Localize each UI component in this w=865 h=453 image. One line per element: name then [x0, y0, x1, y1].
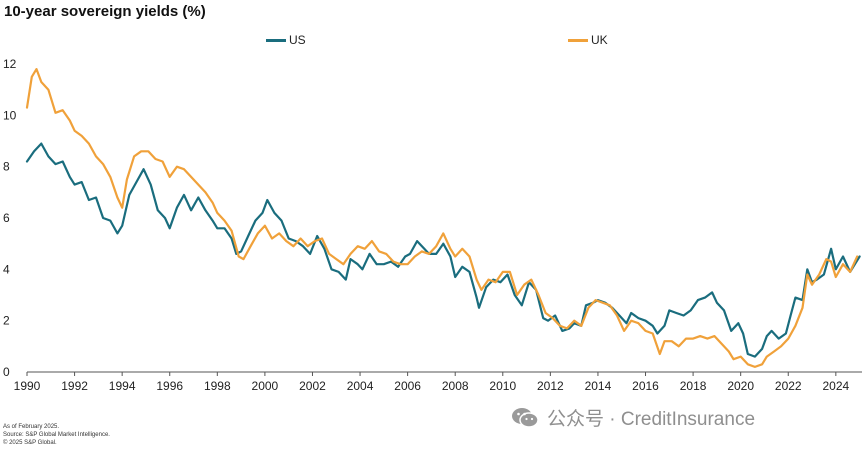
x-tick-label: 2000 [252, 379, 279, 393]
y-tick-label: 4 [3, 262, 10, 276]
x-tick-label: 2016 [632, 379, 659, 393]
legend-label-uk: UK [591, 33, 608, 47]
series-line-uk [25, 68, 859, 368]
x-tick-label: 2012 [537, 379, 564, 393]
chart-axes: 1990 1992 1994 1996 1998 2000 2002 2004 2006 2008… [3, 57, 862, 393]
footnote-copyright: © 2025 S&P Global. [3, 440, 57, 446]
y-tick-label: 12 [3, 57, 17, 71]
x-tick-label: 2006 [394, 379, 421, 393]
legend-item-us: US [266, 33, 306, 47]
chart-title: 10-year sovereign yields (%) [4, 3, 206, 20]
x-tick-label: 2002 [299, 379, 326, 393]
y-tick-label: 10 [3, 108, 17, 122]
series-line-us [25, 142, 861, 358]
x-tick-label: 2024 [822, 379, 849, 393]
y-tick-label: 0 [3, 365, 10, 379]
x-tick-label: 1998 [204, 379, 231, 393]
legend-item-uk: UK [568, 33, 608, 47]
x-tick-label: 2008 [442, 379, 469, 393]
legend-label-us: US [289, 33, 306, 47]
watermark-text: 公众号 · CreditInsurance [547, 409, 756, 430]
x-tick-label: 2014 [585, 379, 612, 393]
footnote-date: As of February 2025. [3, 424, 60, 430]
x-tick-label: 2010 [489, 379, 516, 393]
x-tick-label: 2004 [347, 379, 374, 393]
chart-series [25, 68, 861, 368]
x-tick-label: 1990 [14, 379, 41, 393]
legend-swatch-uk [568, 38, 588, 42]
x-tick-label: 1992 [61, 379, 88, 393]
wechat-icon [512, 407, 539, 428]
x-tick-label: 2018 [680, 379, 707, 393]
y-tick-label: 8 [3, 160, 10, 174]
x-tick-label: 1994 [109, 379, 136, 393]
x-tick-label: 2022 [775, 379, 802, 393]
legend-swatch-us [266, 38, 286, 42]
x-tick-label: 2020 [727, 379, 754, 393]
footnote-source: Source: S&P Global Market Intelligence. [3, 432, 110, 438]
x-tick-label: 1996 [156, 379, 183, 393]
y-tick-label: 6 [3, 211, 10, 225]
y-tick-label: 2 [3, 314, 10, 328]
watermark: 公众号 · CreditInsurance [511, 404, 755, 431]
